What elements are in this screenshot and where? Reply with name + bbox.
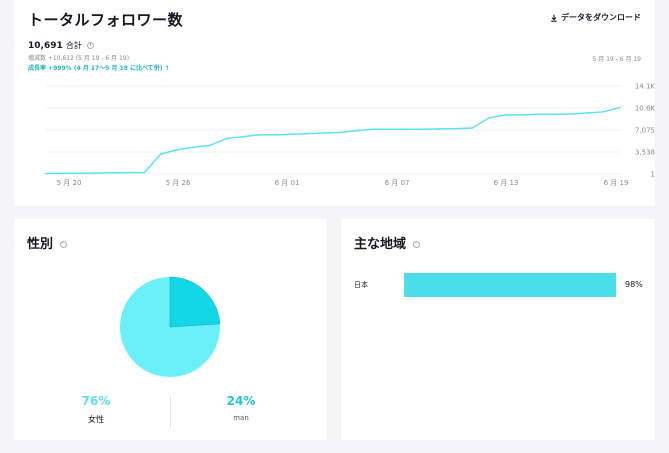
male-label: man xyxy=(233,414,249,422)
data-point xyxy=(176,148,179,151)
y-tick-label: 10.6K xyxy=(635,105,656,113)
data-point xyxy=(110,171,113,174)
data-point xyxy=(340,131,343,134)
y-tick-label: 7,075 xyxy=(635,127,655,135)
data-point xyxy=(405,128,408,131)
data-point xyxy=(77,172,80,175)
data-point xyxy=(487,117,490,119)
data-point xyxy=(504,114,507,116)
data-point xyxy=(143,171,146,174)
date-range: 5 月 19 - 6 月 19 xyxy=(592,56,641,63)
region-card: 主な地域 i 日本 98% xyxy=(341,219,655,440)
follower-line-chart: 14.1K 10.6K 7,075 3,538 1 5 月 20 5 月 26 6 月 01 6… xyxy=(45,83,656,187)
total-value: 10,691 xyxy=(28,41,63,51)
data-point xyxy=(537,113,539,116)
region-percent: 98% xyxy=(625,280,643,289)
data-point xyxy=(471,127,474,129)
male-stat: 24% man xyxy=(201,394,281,422)
increase-line: 増減数 +10,612 (5 月 19 - 6 月 19) xyxy=(28,55,130,62)
growth-line: 成長率 +999% (4 月 17〜5 月 18 に比べて併) ↑ xyxy=(28,65,170,72)
data-point xyxy=(192,146,195,149)
data-point xyxy=(258,133,261,136)
download-icon xyxy=(551,14,557,22)
data-point xyxy=(520,114,523,116)
data-point xyxy=(389,128,392,131)
data-point xyxy=(602,110,605,113)
data-point xyxy=(61,172,64,175)
data-point xyxy=(356,129,359,132)
data-point xyxy=(455,127,457,130)
gender-title: 性別 i xyxy=(27,233,67,252)
total-unit: 合計 xyxy=(65,41,82,50)
female-label: 女性 xyxy=(88,415,104,424)
data-point xyxy=(569,113,572,115)
data-point xyxy=(373,128,375,131)
y-tick-label: 14.1K xyxy=(635,83,656,91)
female-percent: 76% xyxy=(81,394,111,408)
x-tick-label: 6 月 13 xyxy=(494,179,519,187)
total-followers: 10,691 合計 i xyxy=(28,40,95,51)
y-tick-label: 3,538 xyxy=(635,149,655,157)
data-point xyxy=(274,133,277,136)
data-point xyxy=(127,171,129,174)
region-row: 日本 98% xyxy=(354,273,644,297)
data-point xyxy=(291,133,293,136)
data-point xyxy=(225,137,228,140)
data-point xyxy=(159,153,162,156)
download-label: データをダウンロード xyxy=(561,13,641,22)
data-point xyxy=(45,172,47,175)
data-point xyxy=(323,132,326,134)
x-tick-label: 6 月 19 xyxy=(604,179,629,187)
male-percent: 24% xyxy=(226,394,256,408)
divider xyxy=(170,395,171,429)
data-point xyxy=(241,135,244,138)
data-point xyxy=(619,106,621,109)
data-point xyxy=(422,128,425,131)
info-icon[interactable]: i xyxy=(412,241,420,248)
gender-pie-chart xyxy=(120,276,221,377)
data-point xyxy=(586,112,589,114)
info-icon[interactable]: i xyxy=(87,42,95,49)
x-tick-label: 5 月 26 xyxy=(166,179,191,187)
data-point xyxy=(553,113,556,116)
x-tick-label: 6 月 01 xyxy=(275,179,300,187)
region-bar xyxy=(404,273,620,297)
page-title: トータルフォロワー数 xyxy=(28,11,184,29)
x-tick-label: 6 月 07 xyxy=(385,179,410,187)
followers-card: トータルフォロワー数 データをダウンロード 10,691 合計 i 増減数 +1… xyxy=(14,0,655,206)
region-name: 日本 xyxy=(354,281,368,289)
follower-series-line xyxy=(45,106,621,175)
region-title: 主な地域 i xyxy=(354,233,420,252)
pie-slice-male xyxy=(169,276,221,328)
download-button[interactable]: データをダウンロード xyxy=(550,12,641,23)
data-point xyxy=(307,132,310,135)
x-tick-label: 5 月 20 xyxy=(57,179,82,187)
y-tick-label: 1 xyxy=(651,171,655,179)
info-icon[interactable]: i xyxy=(59,241,67,248)
data-point xyxy=(209,144,211,147)
data-point xyxy=(438,128,441,130)
female-stat: 76% 女性 xyxy=(56,394,136,425)
data-point xyxy=(94,172,97,174)
gender-card: 性別 i 76% 女性 24% man xyxy=(14,219,327,440)
region-bar-fill xyxy=(404,273,616,297)
